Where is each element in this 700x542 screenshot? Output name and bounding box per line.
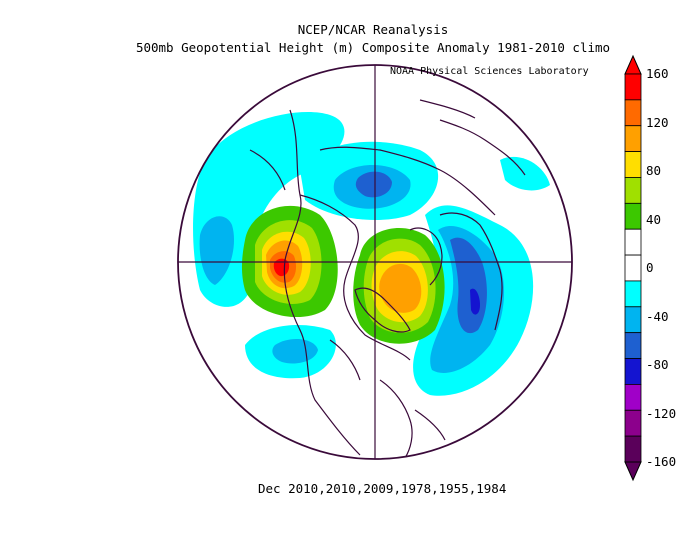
anomaly-neg-siberia-core — [355, 171, 392, 198]
anomaly-neg-atlantic-peak — [470, 288, 480, 315]
map-boundary — [177, 64, 573, 460]
colorbar-tick-label: -40 — [646, 308, 669, 324]
colorbar-swatch — [624, 306, 642, 334]
anomaly-neg-asia — [500, 156, 550, 191]
colorbar-top-arrow — [624, 54, 642, 75]
colorbar-swatch — [624, 254, 642, 282]
map-title-line1: NCEP/NCAR Reanalysis — [297, 22, 449, 37]
colorbar-tick-label: -160 — [646, 454, 677, 469]
colorbar-bottom-arrow — [624, 461, 642, 482]
colorbar-swatch — [624, 99, 642, 127]
colorbar-swatch — [624, 202, 642, 230]
colorbar-tick-label: 0 — [646, 260, 654, 275]
colorbar-swatch — [624, 151, 642, 178]
colorbar-tick-label: 120 — [646, 114, 669, 130]
colorbar-swatch — [624, 332, 642, 359]
colorbar-tick-label: 80 — [646, 163, 662, 178]
anomaly-pos-greenland-4 — [379, 263, 422, 313]
colorbar-tick-label: -120 — [646, 405, 677, 421]
colorbar-tick-label: -80 — [646, 357, 669, 372]
colorbar-swatch — [624, 383, 642, 411]
colorbar-swatch — [624, 409, 642, 437]
colorbar-swatch — [624, 280, 642, 308]
colorbar-tick-label: 160 — [646, 66, 669, 81]
colorbar-swatch — [624, 177, 642, 204]
colorbar-swatch — [624, 358, 642, 385]
colorbar-swatch — [624, 73, 642, 101]
colorbar-swatch — [624, 125, 642, 152]
credit-label: NOAA Physical Sciences Laboratory — [390, 66, 589, 77]
coastlines — [249, 99, 526, 459]
map-title-line2: 500mb Geopotential Height (m) Composite … — [135, 40, 611, 55]
composite-years-caption: Dec 2010,2010,2009,1978,1955,1984 — [258, 481, 507, 496]
colorbar-swatch — [624, 228, 642, 256]
colorbar — [624, 54, 642, 482]
colorbar-tick-label: 40 — [646, 211, 662, 227]
anomaly-field — [193, 112, 550, 396]
anomaly-neg-pacific-core — [199, 216, 235, 285]
colorbar-swatch — [624, 435, 642, 463]
